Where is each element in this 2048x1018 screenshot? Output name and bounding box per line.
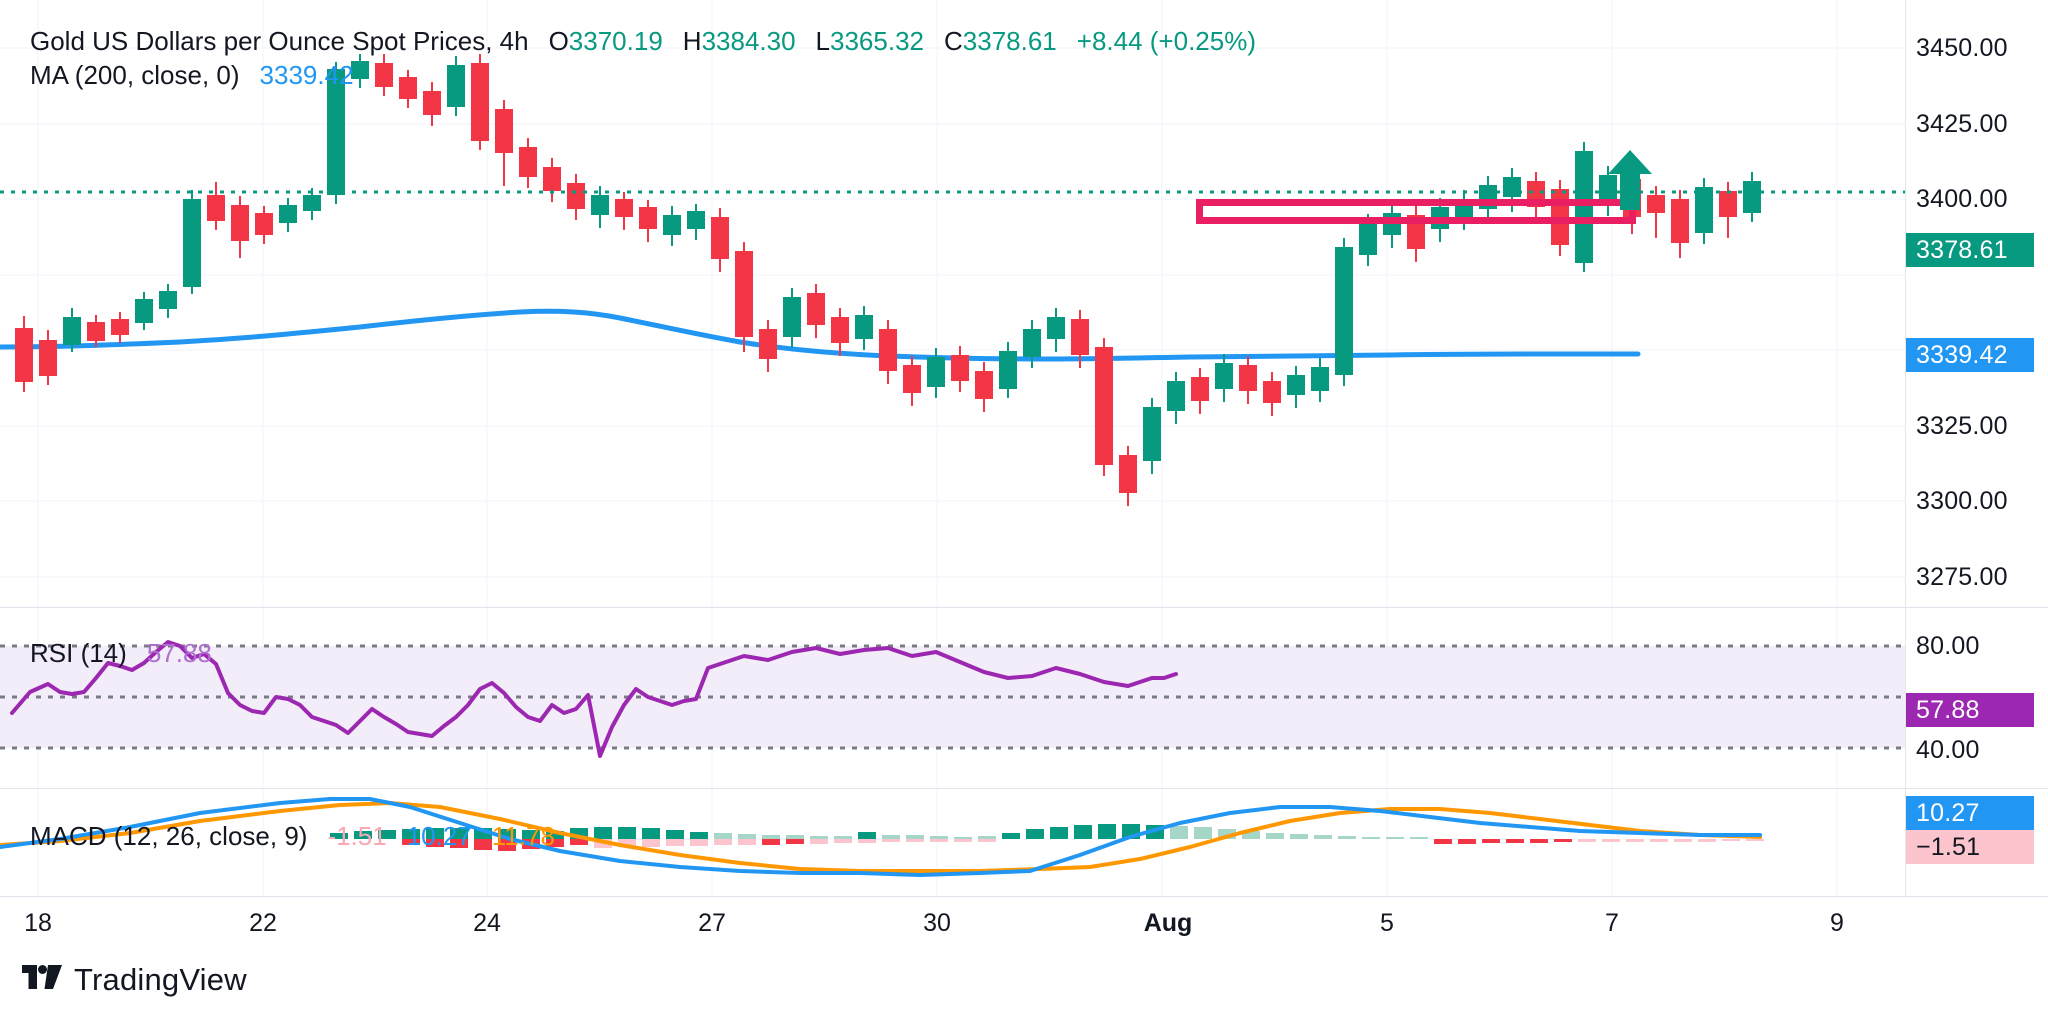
rsi-line	[10, 640, 1178, 758]
rsi-legend[interactable]: RSI (14) 57.88	[30, 640, 212, 666]
macd-legend-hist: -1.51	[327, 821, 387, 851]
rsi-value-badge[interactable]: 57.88	[1906, 693, 2034, 727]
time-tick-7: 7	[1605, 909, 1619, 937]
ma-200-line	[0, 308, 1641, 362]
macd-chart-svg	[0, 789, 1838, 896]
time-axis[interactable]: 18 22 24 27 30 Aug 5 7 9	[0, 896, 2048, 948]
rsi-plot-area[interactable]	[0, 608, 1905, 788]
macd-legend-name: MACD (12, 26, close, 9)	[30, 821, 308, 851]
macd-legend-macd: 10.27	[406, 821, 472, 851]
price-tick-3425: 3425.00	[1916, 110, 2008, 138]
rsi-legend-name: RSI (14)	[30, 638, 127, 668]
macd-plot-area[interactable]	[0, 789, 1905, 896]
time-tick-9: 9	[1830, 909, 1844, 937]
time-tick-18: 18	[24, 909, 52, 937]
candlestick-series	[15, 54, 1761, 506]
macd-signal-line	[0, 801, 1762, 873]
rsi-tick-40: 40.00	[1916, 736, 1980, 764]
ohlc-l-label: L	[815, 26, 831, 56]
time-tick-27: 27	[698, 909, 726, 937]
resistance-zone-rectangle[interactable]	[1196, 199, 1636, 224]
ohlc-o-value: 3370.19	[568, 26, 663, 56]
price-tick-3275: 3275.00	[1916, 563, 2008, 591]
macd-axis[interactable]: 10.27 −1.51	[1905, 789, 2048, 896]
time-tick-5: 5	[1380, 909, 1394, 937]
tradingview-brand-text: TradingView	[74, 962, 247, 997]
rsi-chart-svg	[0, 608, 1905, 788]
tradingview-logo-icon	[22, 965, 62, 989]
price-chart-svg	[0, 0, 1905, 607]
price-tick-3300: 3300.00	[1916, 487, 2008, 515]
ohlc-c-label: C	[944, 26, 963, 56]
price-plot-area[interactable]	[0, 0, 1905, 607]
macd-pane[interactable]: 10.27 −1.51	[0, 789, 2048, 896]
ohlc-c-value: 3378.61	[962, 26, 1057, 56]
time-tick-22: 22	[249, 909, 277, 937]
rsi-legend-value: 57.88	[146, 638, 212, 668]
rsi-macd-separator	[0, 788, 2048, 789]
macd-value-badge[interactable]: 10.27	[1906, 796, 2034, 830]
bullish-up-arrow[interactable]	[1608, 150, 1652, 210]
tradingview-brand[interactable]: TradingView	[22, 962, 247, 998]
price-grid-horizontal	[0, 47, 1905, 578]
price-grid-vertical	[37, 0, 1838, 607]
ma-legend-name: MA (200, close, 0)	[30, 60, 240, 90]
ma-legend-value: 3339.42	[259, 60, 354, 90]
rsi-axis[interactable]: 80.00 57.88 40.00	[1905, 608, 2048, 788]
time-tick-aug: Aug	[1143, 909, 1193, 937]
ohlc-h-value: 3384.30	[701, 26, 796, 56]
ohlc-o-label: O	[548, 26, 569, 56]
price-tick-3450: 3450.00	[1916, 34, 2008, 62]
rsi-pane[interactable]: 80.00 57.88 40.00	[0, 608, 2048, 788]
ma-legend[interactable]: MA (200, close, 0) 3339.42	[30, 62, 354, 88]
rsi-band-lines	[0, 644, 1905, 750]
ohlc-change: +8.44 (+0.25%)	[1076, 26, 1256, 56]
ma-value-badge[interactable]: 3339.42	[1906, 338, 2034, 372]
ohlc-h-label: H	[682, 26, 702, 56]
last-price-badge[interactable]: 3378.61	[1906, 233, 2034, 267]
time-tick-24: 24	[473, 909, 501, 937]
price-pane[interactable]: 3450.00 3425.00 3400.00 3378.61 3350.00 …	[0, 0, 2048, 607]
rsi-tick-80: 80.00	[1916, 632, 1980, 660]
symbol-title: Gold US Dollars per Ounce Spot Prices, 4…	[30, 26, 529, 56]
symbol-legend[interactable]: Gold US Dollars per Ounce Spot Prices, 4…	[30, 28, 1256, 54]
price-axis[interactable]: 3450.00 3425.00 3400.00 3378.61 3350.00 …	[1905, 0, 2048, 607]
price-tick-3400: 3400.00	[1916, 185, 2008, 213]
macd-line	[0, 797, 1762, 877]
price-rsi-separator	[0, 607, 2048, 608]
macd-hist-badge[interactable]: −1.51	[1906, 830, 2034, 864]
price-tick-3325: 3325.00	[1916, 412, 2008, 440]
macd-legend[interactable]: MACD (12, 26, close, 9) -1.51 10.27 11.78	[30, 823, 555, 849]
ohlc-l-value: 3365.32	[830, 26, 924, 56]
macd-legend-signal: 11.78	[491, 821, 555, 851]
time-tick-30: 30	[923, 909, 951, 937]
